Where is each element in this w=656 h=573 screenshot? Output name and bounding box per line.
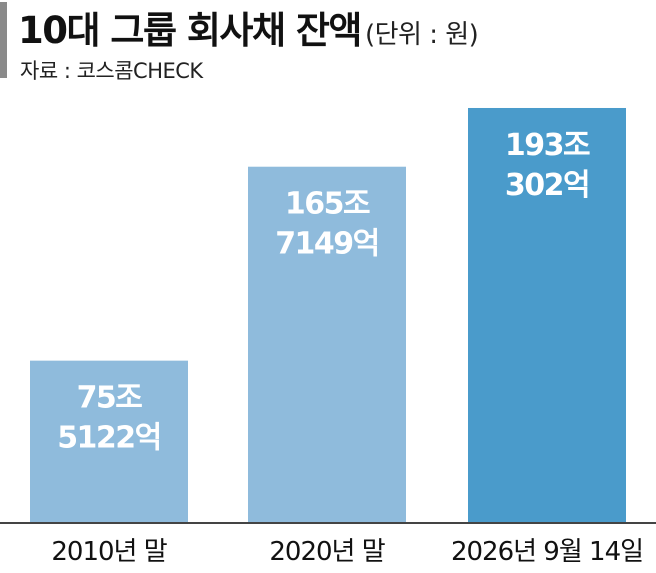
chart-title: 10대 그룹 회사채 잔액 (단위 : 원)	[18, 0, 479, 54]
x-tick-label-2: 2020년 말	[269, 537, 384, 567]
bar-3-value-label-1: 193조	[505, 128, 590, 163]
unit-label: (단위 : 원)	[364, 20, 479, 50]
source-label: 자료 : 코스콤CHECK	[20, 59, 203, 83]
bar-1-value-label-1: 75조	[77, 381, 143, 416]
bar-3-value-label-2: 302억	[505, 168, 589, 203]
title-accent-bar	[0, 2, 7, 78]
title-text: 10대 그룹 회사채 잔액	[18, 9, 362, 52]
bar-2	[248, 166, 406, 524]
bar-3	[468, 107, 626, 523]
bar-2-value-label-2: 7149억	[275, 227, 379, 262]
bar-2-value-label-1: 165조	[285, 187, 370, 222]
x-tick-label-1: 2010년 말	[51, 537, 166, 567]
bar-1	[30, 360, 188, 523]
bar-1-value-label-2: 5122억	[57, 421, 161, 456]
x-tick-label-3: 2026년 9월 14일	[451, 537, 643, 567]
